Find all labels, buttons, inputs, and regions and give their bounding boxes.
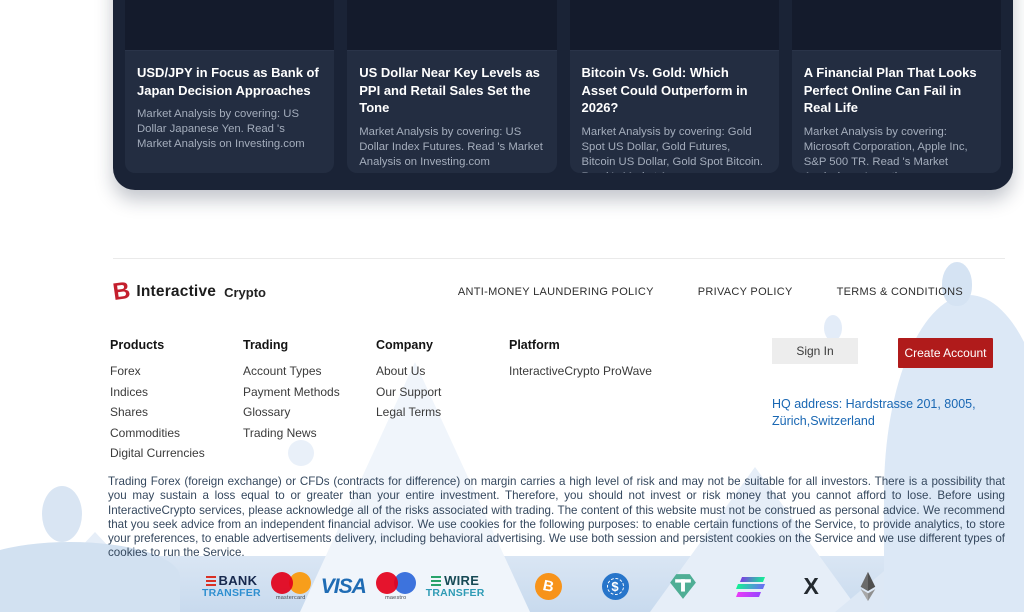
- footer-link-columns: Products Forex Indices Shares Commoditie…: [110, 338, 1005, 464]
- ethereum-coin-icon: [859, 572, 877, 601]
- news-card-description: Market Analysis by covering: US Dollar J…: [137, 108, 305, 151]
- tether-coin-icon: [669, 573, 697, 600]
- background-balloon: [942, 262, 972, 306]
- mastercard-label: mastercard: [276, 595, 306, 601]
- footer-link-prowave[interactable]: InteractiveCrypto ProWave: [509, 364, 652, 378]
- brand-suffix: Crypto: [224, 284, 266, 300]
- link-privacy-policy[interactable]: PRIVACY POLICY: [697, 286, 793, 298]
- background-balloon: [824, 315, 842, 341]
- news-card-description: Market Analysis by covering: US Dollar I…: [359, 126, 543, 168]
- visa-label: VISA: [320, 574, 367, 598]
- background-hill: [0, 542, 180, 612]
- wire-transfer-word2: TRANSFER: [425, 587, 485, 600]
- footer-link-about-us[interactable]: About Us: [376, 364, 426, 378]
- footer-link-trading-news[interactable]: Trading News: [243, 425, 317, 440]
- column-title: Platform: [509, 338, 560, 352]
- hq-address-line1: HQ address: Hardstrasse 201, 8005,: [772, 397, 976, 411]
- footer-column-company: Company About Us Our Support Legal Terms: [376, 338, 509, 464]
- news-card-image-placeholder: Image Not Found: [569, 0, 779, 51]
- footer-header: B Interactive Crypto ANTI-MONEY LAUNDERI…: [111, 259, 1005, 325]
- news-card-body: A Financial Plan That Looks Perfect Onli…: [792, 51, 1001, 173]
- create-account-button[interactable]: Create Account: [898, 338, 993, 368]
- news-card-body: Bitcoin Vs. Gold: Which Asset Could Outp…: [570, 51, 779, 173]
- xrp-coin-icon: X: [804, 575, 819, 598]
- link-aml-policy[interactable]: ANTI-MONEY LAUNDERING POLICY: [457, 286, 654, 298]
- column-title: Company: [376, 338, 433, 352]
- solana-coin-icon: [735, 576, 765, 597]
- background-mountain: [300, 362, 530, 612]
- news-card-body: USD/JPY in Focus as Bank of Japan Decisi…: [125, 51, 334, 152]
- footer-link-forex[interactable]: Forex: [110, 364, 141, 378]
- news-card-image-placeholder: Image Not Found: [347, 0, 557, 51]
- usdc-coin-icon: $: [601, 573, 629, 600]
- footer-link-glossary[interactable]: Glossary: [243, 405, 291, 419]
- usdc-symbol: $: [611, 579, 619, 594]
- footer-link-payment-methods[interactable]: Payment Methods: [243, 384, 340, 399]
- news-card-title: Bitcoin Vs. Gold: Which Asset Could Outp…: [581, 65, 748, 116]
- news-card-image-placeholder: Image Not Found: [791, 0, 1001, 51]
- footer-top-divider: [113, 258, 1005, 259]
- bitcoin-icon: B: [111, 276, 133, 307]
- footer-account-area: Sign In Create Account HQ address: Hards…: [674, 338, 1005, 458]
- footer-link-digital-currencies[interactable]: Digital Currencies: [110, 446, 205, 460]
- sign-in-button[interactable]: Sign In: [772, 338, 858, 364]
- footer-link-legal-terms[interactable]: Legal Terms: [376, 405, 442, 419]
- bank-transfer-word2: TRANSFER: [202, 587, 261, 600]
- news-card-description: Market Analysis by covering: Microsoft C…: [803, 126, 968, 173]
- brand-name: Interactive: [136, 283, 217, 300]
- news-card-image-placeholder: Image Not Found: [125, 0, 335, 51]
- risk-disclaimer: Trading Forex (foreign exchange) or CFDs…: [108, 475, 1005, 560]
- hq-address: HQ address: Hardstrasse 201, 8005, Züric…: [772, 396, 1022, 430]
- background-dot: [288, 440, 314, 466]
- news-card[interactable]: Image Not Found USD/JPY in Focus as Bank…: [125, 0, 335, 173]
- footer-column-platform: Platform InteractiveCrypto ProWave: [509, 338, 674, 464]
- xrp-symbol: X: [803, 573, 819, 599]
- news-card-title: A Financial Plan That Looks Perfect Onli…: [803, 65, 977, 116]
- background-balloon: [42, 486, 82, 542]
- footer-column-trading: Trading Account Types Payment Methods Gl…: [243, 338, 376, 464]
- news-cards-row: Image Not Found USD/JPY in Focus as Bank…: [125, 0, 1001, 173]
- column-title: Trading: [243, 338, 289, 352]
- footer-link-our-support[interactable]: Our Support: [376, 384, 442, 399]
- wire-transfer-bars-icon: [431, 575, 442, 586]
- footer-link-indices[interactable]: Indices: [110, 384, 149, 399]
- bank-transfer-bars-icon: [205, 575, 216, 586]
- maestro-label: maestro: [385, 595, 407, 601]
- account-buttons: Sign In Create Account: [674, 338, 1005, 368]
- wire-transfer-word1: WIRE: [444, 573, 480, 589]
- bitcoin-coin-icon: B: [534, 573, 562, 600]
- wire-transfer-icon: WIRE TRANSFER: [426, 574, 485, 599]
- mastercard-icon: mastercard: [270, 572, 311, 601]
- hq-address-line2: Zürich,Switzerland: [772, 414, 875, 428]
- news-card-body: US Dollar Near Key Levels as PPI and Ret…: [347, 51, 556, 170]
- policy-links: ANTI-MONEY LAUNDERING POLICY PRIVACY POL…: [458, 286, 1005, 298]
- footer-column-products: Products Forex Indices Shares Commoditie…: [110, 338, 243, 464]
- brand-logo[interactable]: B Interactive Crypto: [111, 276, 266, 307]
- news-card-description: Market Analysis by covering: Gold Spot U…: [581, 126, 763, 173]
- maestro-icon: maestro: [375, 572, 416, 601]
- news-card-title: US Dollar Near Key Levels as PPI and Ret…: [359, 65, 540, 116]
- news-card-title: USD/JPY in Focus as Bank of Japan Decisi…: [137, 65, 319, 98]
- visa-icon: VISA: [320, 574, 367, 599]
- news-card[interactable]: Image Not Found Bitcoin Vs. Gold: Which …: [569, 0, 779, 173]
- link-terms-conditions[interactable]: TERMS & CONDITIONS: [836, 286, 963, 298]
- news-card[interactable]: Image Not Found A Financial Plan That Lo…: [791, 0, 1001, 173]
- news-card[interactable]: Image Not Found US Dollar Near Key Level…: [347, 0, 557, 173]
- news-panel: Image Not Found USD/JPY in Focus as Bank…: [113, 0, 1013, 190]
- btc-symbol: B: [540, 577, 556, 596]
- bank-transfer-word1: BANK: [218, 573, 258, 589]
- column-title: Products: [110, 338, 165, 352]
- footer-link-shares[interactable]: Shares: [110, 405, 149, 419]
- bank-transfer-icon: BANK TRANSFER: [202, 574, 261, 599]
- footer-link-account-types[interactable]: Account Types: [243, 364, 322, 378]
- payment-methods-row: BANK TRANSFER mastercard VISA maestro WI…: [202, 572, 877, 601]
- footer-link-commodities[interactable]: Commodities: [110, 425, 181, 440]
